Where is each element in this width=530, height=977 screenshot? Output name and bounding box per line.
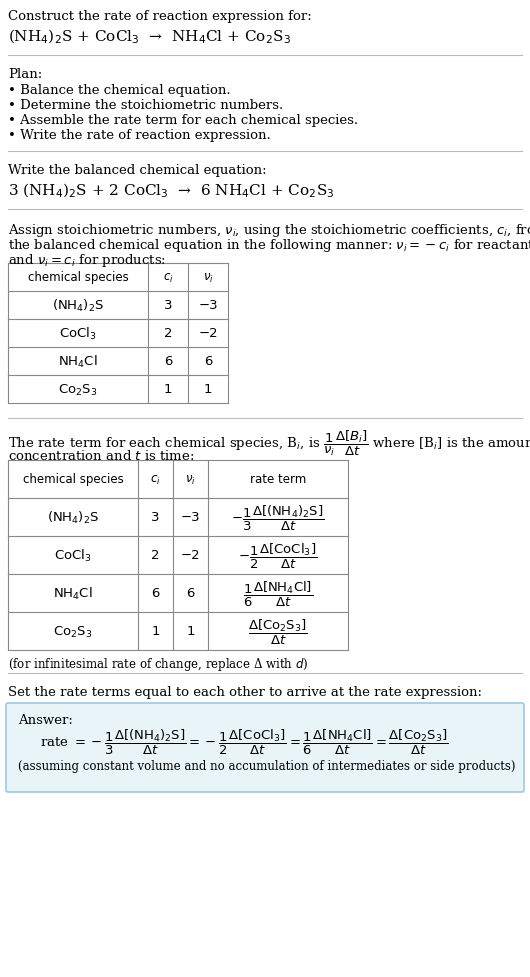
Text: $\dfrac{\Delta[\mathrm{Co}_2\mathrm{S}_3]}{\Delta t}$: $\dfrac{\Delta[\mathrm{Co}_2\mathrm{S}_3…: [248, 616, 308, 646]
Text: Construct the rate of reaction expression for:: Construct the rate of reaction expressio…: [8, 10, 312, 23]
Text: 1: 1: [151, 625, 160, 638]
Text: −3: −3: [181, 511, 200, 524]
Text: 3: 3: [164, 299, 172, 313]
Text: Plan:: Plan:: [8, 68, 42, 81]
Text: (NH$_4$)$_2$S + CoCl$_3$  →  NH$_4$Cl + Co$_2$S$_3$: (NH$_4$)$_2$S + CoCl$_3$ → NH$_4$Cl + Co…: [8, 28, 291, 46]
Text: Write the balanced chemical equation:: Write the balanced chemical equation:: [8, 164, 267, 177]
Text: 2: 2: [151, 549, 160, 562]
Text: rate term: rate term: [250, 473, 306, 486]
Text: NH$_4$Cl: NH$_4$Cl: [58, 354, 98, 369]
Text: 6: 6: [164, 355, 172, 368]
Text: Assign stoichiometric numbers, $\nu_i$, using the stoichiometric coefficients, $: Assign stoichiometric numbers, $\nu_i$, …: [8, 222, 530, 238]
Text: 1: 1: [164, 383, 172, 396]
Text: CoCl$_3$: CoCl$_3$: [54, 547, 92, 564]
Text: $\nu_i$: $\nu_i$: [185, 473, 196, 486]
Text: (NH$_4$)$_2$S: (NH$_4$)$_2$S: [47, 509, 99, 526]
Text: 1: 1: [186, 625, 195, 638]
Text: • Balance the chemical equation.: • Balance the chemical equation.: [8, 84, 231, 97]
Text: chemical species: chemical species: [28, 272, 128, 284]
Text: Co$_2$S$_3$: Co$_2$S$_3$: [58, 382, 98, 397]
Text: the balanced chemical equation in the following manner: $\nu_i = -c_i$ for react: the balanced chemical equation in the fo…: [8, 236, 530, 254]
Text: (NH$_4$)$_2$S: (NH$_4$)$_2$S: [52, 298, 104, 314]
Text: 6: 6: [151, 587, 160, 600]
Text: and $\nu_i = c_i$ for products:: and $\nu_i = c_i$ for products:: [8, 252, 166, 269]
Text: • Assemble the rate term for each chemical species.: • Assemble the rate term for each chemic…: [8, 114, 358, 127]
Text: 6: 6: [204, 355, 212, 368]
Text: $-\dfrac{1}{2}\dfrac{\Delta[\mathrm{CoCl}_3]}{\Delta t}$: $-\dfrac{1}{2}\dfrac{\Delta[\mathrm{CoCl…: [238, 541, 317, 570]
Text: 3: 3: [151, 511, 160, 524]
Text: −3: −3: [198, 299, 218, 313]
Text: • Write the rate of reaction expression.: • Write the rate of reaction expression.: [8, 129, 271, 142]
Text: $\nu_i$: $\nu_i$: [202, 272, 214, 284]
Text: −2: −2: [181, 549, 200, 562]
Text: $c_i$: $c_i$: [163, 272, 173, 284]
Text: 6: 6: [187, 587, 195, 600]
Text: concentration and $t$ is time:: concentration and $t$ is time:: [8, 448, 195, 462]
Text: −2: −2: [198, 327, 218, 340]
Text: NH$_4$Cl: NH$_4$Cl: [53, 585, 93, 602]
FancyBboxPatch shape: [6, 703, 524, 792]
Text: 2: 2: [164, 327, 172, 340]
Text: CoCl$_3$: CoCl$_3$: [59, 325, 97, 342]
Text: 3 (NH$_4$)$_2$S + 2 CoCl$_3$  →  6 NH$_4$Cl + Co$_2$S$_3$: 3 (NH$_4$)$_2$S + 2 CoCl$_3$ → 6 NH$_4$C…: [8, 182, 334, 200]
Text: Co$_2$S$_3$: Co$_2$S$_3$: [54, 623, 93, 639]
Text: $-\dfrac{1}{3}\dfrac{\Delta[(\mathrm{NH}_4)_2\mathrm{S}]}{\Delta t}$: $-\dfrac{1}{3}\dfrac{\Delta[(\mathrm{NH}…: [231, 503, 325, 532]
Text: Set the rate terms equal to each other to arrive at the rate expression:: Set the rate terms equal to each other t…: [8, 685, 482, 699]
Text: Answer:: Answer:: [18, 713, 73, 726]
Text: rate $= -\dfrac{1}{3}\dfrac{\Delta[(\mathrm{NH}_4)_2\mathrm{S}]}{\Delta t} = -\d: rate $= -\dfrac{1}{3}\dfrac{\Delta[(\mat…: [40, 727, 449, 756]
Text: The rate term for each chemical species, B$_i$, is $\dfrac{1}{\nu_i}\dfrac{\Delt: The rate term for each chemical species,…: [8, 429, 530, 458]
Text: chemical species: chemical species: [23, 473, 123, 486]
Text: 1: 1: [204, 383, 212, 396]
Text: $\dfrac{1}{6}\dfrac{\Delta[\mathrm{NH}_4\mathrm{Cl}]}{\Delta t}$: $\dfrac{1}{6}\dfrac{\Delta[\mathrm{NH}_4…: [243, 578, 313, 608]
Text: • Determine the stoichiometric numbers.: • Determine the stoichiometric numbers.: [8, 99, 283, 112]
Text: (assuming constant volume and no accumulation of intermediates or side products): (assuming constant volume and no accumul…: [18, 759, 516, 772]
Text: $c_i$: $c_i$: [150, 473, 161, 486]
Text: (for infinitesimal rate of change, replace Δ with $d$): (for infinitesimal rate of change, repla…: [8, 656, 308, 672]
